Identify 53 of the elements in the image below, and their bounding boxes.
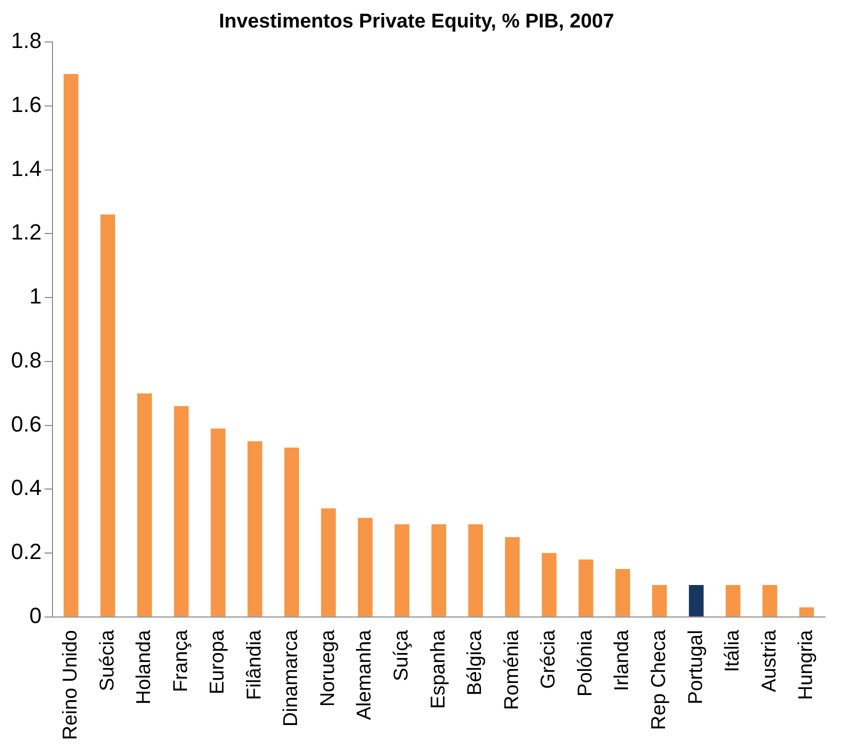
- x-tick-label: Bélgica: [464, 629, 486, 696]
- x-tick-label: Itália: [722, 629, 744, 672]
- y-tick-label: 0.4: [10, 475, 42, 500]
- x-tick-label: Hungria: [795, 629, 818, 700]
- x-tick-label: Irlanda: [611, 629, 634, 692]
- bar: [174, 406, 189, 616]
- bar: [615, 569, 630, 616]
- x-tick-label: Noruega: [316, 629, 339, 707]
- bar: [210, 428, 226, 616]
- x-tick-label: Espanha: [427, 629, 450, 709]
- bar: [431, 524, 446, 616]
- x-tick-label: França: [170, 629, 192, 692]
- bar: [688, 584, 704, 616]
- x-tick-label: Filândia: [243, 629, 266, 700]
- x-tick-label: Reino Unido: [59, 630, 82, 740]
- bar: [358, 518, 373, 616]
- x-tick-label: Rep Checa: [648, 629, 670, 730]
- y-tick-label: 0.8: [10, 347, 42, 372]
- x-tick-label: Holanda: [133, 629, 156, 704]
- y-tick-label: 0: [29, 602, 42, 628]
- x-tick-label: Europa: [206, 629, 229, 694]
- y-tick-label: 1.8: [10, 28, 42, 54]
- x-tick-label: Portugal: [684, 630, 707, 704]
- x-tick-label: Dinamarca: [280, 629, 302, 727]
- bar: [652, 584, 667, 616]
- y-tick-label: 0.2: [10, 539, 42, 564]
- bar: [726, 584, 740, 616]
- bar: [284, 448, 300, 616]
- bar: [64, 74, 78, 616]
- y-tick-label: 1.6: [10, 92, 42, 117]
- bar: [394, 524, 410, 616]
- chart-title: Investimentos Private Equity, % PIB, 2007: [218, 10, 614, 33]
- x-tick-label: Suíça: [390, 629, 413, 682]
- x-tick-label: Suécia: [96, 629, 118, 692]
- y-tick-label: 1: [29, 284, 42, 309]
- bar: [468, 524, 483, 616]
- bar: [321, 508, 336, 616]
- x-tick-label: Alemanha: [354, 629, 376, 720]
- x-tick-label: Polónia: [574, 629, 596, 697]
- bar: [505, 537, 520, 616]
- x-tick-label: Grécia: [538, 629, 560, 689]
- bar: [578, 559, 594, 616]
- y-tick-label: 1.4: [10, 156, 42, 181]
- bar: [799, 607, 814, 616]
- bar: [762, 584, 778, 616]
- x-tick-label: Roménia: [500, 629, 523, 710]
- y-tick-label: 1.2: [10, 220, 42, 245]
- y-tick-label: 0.6: [10, 411, 42, 436]
- bar: [248, 441, 262, 616]
- bar: [542, 553, 556, 616]
- x-tick-label: Austria: [758, 629, 780, 692]
- bar: [137, 393, 152, 616]
- bar: [100, 214, 116, 616]
